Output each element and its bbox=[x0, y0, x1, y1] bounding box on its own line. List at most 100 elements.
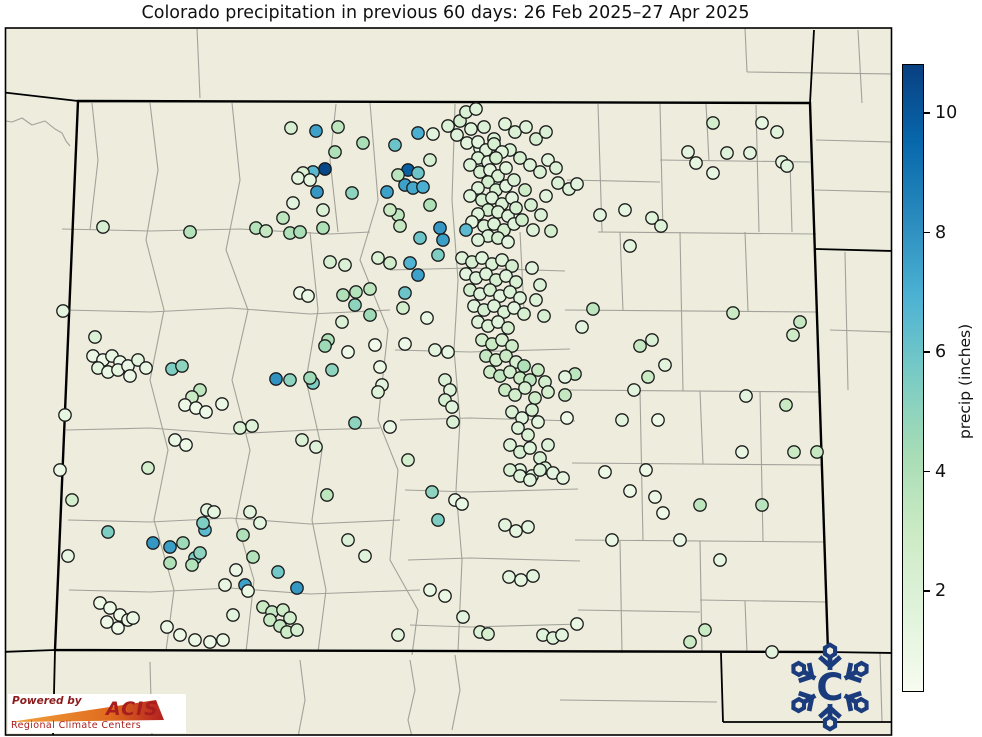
precip-dot bbox=[335, 315, 349, 329]
precip-dot bbox=[176, 536, 190, 550]
precip-dot bbox=[456, 610, 470, 624]
snowflake-tips bbox=[791, 642, 869, 732]
precip-dot bbox=[341, 533, 355, 547]
precip-dot bbox=[259, 224, 273, 238]
precip-dot bbox=[689, 156, 703, 170]
precip-dot bbox=[283, 611, 297, 625]
precip-dot bbox=[645, 333, 659, 347]
precip-dot bbox=[413, 231, 427, 245]
precip-dot bbox=[345, 186, 359, 200]
precip-dot bbox=[373, 360, 387, 374]
precip-dot bbox=[229, 563, 243, 577]
precip-dot bbox=[755, 498, 769, 512]
chart-title: Colorado precipitation in previous 60 da… bbox=[141, 3, 750, 23]
precip-dot bbox=[253, 516, 267, 530]
precip-dot bbox=[648, 490, 662, 504]
precip-dot bbox=[393, 219, 407, 233]
precip-dot bbox=[517, 307, 531, 321]
precip-dot bbox=[185, 558, 199, 572]
precip-dot bbox=[284, 121, 298, 135]
precip-dot bbox=[787, 445, 801, 459]
precip-dot bbox=[485, 191, 499, 205]
precip-dot bbox=[423, 198, 437, 212]
precip-station-dots bbox=[53, 102, 824, 659]
precip-dot bbox=[349, 285, 363, 299]
precip-dot bbox=[203, 635, 217, 649]
precip-dot bbox=[179, 438, 193, 452]
precip-dot bbox=[641, 370, 655, 384]
precip-dot bbox=[526, 223, 540, 237]
state-boundaries bbox=[5, 29, 892, 735]
precip-dot bbox=[483, 283, 497, 297]
colorbar-tick-mark bbox=[924, 590, 930, 592]
precip-dot bbox=[810, 445, 824, 459]
precip-dot bbox=[291, 171, 305, 185]
precip-dot bbox=[487, 217, 501, 231]
precip-dot bbox=[383, 420, 397, 434]
precip-dot bbox=[726, 306, 740, 320]
precip-dot bbox=[615, 413, 629, 427]
precip-dot bbox=[215, 397, 229, 411]
precip-dot bbox=[755, 116, 769, 130]
precip-dot bbox=[141, 461, 155, 475]
colorbar-tick-mark bbox=[924, 112, 930, 114]
precip-dot bbox=[271, 565, 285, 579]
precip-dot bbox=[739, 389, 753, 403]
precip-dot bbox=[526, 569, 540, 583]
precip-dot bbox=[529, 132, 543, 146]
precip-dot bbox=[533, 463, 547, 477]
precip-dot bbox=[290, 581, 304, 595]
precip-dot bbox=[513, 151, 527, 165]
precip-dot bbox=[487, 137, 501, 151]
precip-dot bbox=[508, 125, 522, 139]
precip-dot bbox=[218, 578, 232, 592]
precip-dot bbox=[503, 463, 517, 477]
precip-dot bbox=[521, 428, 535, 442]
colorbar-gradient bbox=[902, 64, 924, 692]
precip-dot bbox=[499, 349, 513, 363]
precip-dot bbox=[401, 453, 415, 467]
precip-dot bbox=[518, 183, 532, 197]
precip-dot bbox=[246, 550, 260, 564]
precip-dot bbox=[683, 635, 697, 649]
precip-dot bbox=[780, 159, 794, 173]
colorbar-axis-label: precip (inches) bbox=[956, 323, 974, 440]
colorbar-tick-mark bbox=[924, 470, 930, 473]
precip-dot bbox=[706, 116, 720, 130]
precip-dot bbox=[498, 117, 512, 131]
acis-swoosh-icon bbox=[10, 700, 164, 722]
precip-dot bbox=[163, 556, 177, 570]
precip-dot bbox=[770, 125, 784, 139]
precip-dot bbox=[618, 203, 632, 217]
precip-dot bbox=[523, 441, 537, 455]
precip-dot bbox=[303, 371, 317, 385]
precip-dot bbox=[507, 173, 521, 187]
precip-dot bbox=[539, 125, 553, 139]
climate-center-letter: C bbox=[816, 666, 843, 709]
precip-dot bbox=[403, 256, 417, 270]
precip-dot bbox=[309, 124, 323, 138]
precip-dot bbox=[598, 465, 612, 479]
precip-dot bbox=[515, 213, 529, 227]
precip-dot bbox=[534, 208, 548, 222]
precip-dot bbox=[445, 400, 459, 414]
precip-dot bbox=[318, 339, 332, 353]
precip-dot bbox=[570, 617, 584, 631]
precip-dot bbox=[551, 176, 565, 190]
acis-name: ACIS bbox=[106, 698, 159, 720]
precip-dot bbox=[388, 138, 402, 152]
precip-dot bbox=[639, 463, 653, 477]
precip-dot bbox=[391, 628, 405, 642]
precip-dot bbox=[383, 203, 397, 217]
precip-dot bbox=[309, 440, 323, 454]
precip-dot bbox=[779, 398, 793, 412]
precip-dot bbox=[101, 525, 115, 539]
precip-dot bbox=[331, 120, 345, 134]
precip-dot bbox=[720, 146, 734, 160]
precip-dot bbox=[290, 623, 304, 637]
precip-dot bbox=[383, 256, 397, 270]
precip-dot bbox=[533, 165, 547, 179]
precip-dot bbox=[513, 291, 527, 305]
precip-dot bbox=[517, 359, 531, 373]
precip-dot bbox=[505, 339, 519, 353]
